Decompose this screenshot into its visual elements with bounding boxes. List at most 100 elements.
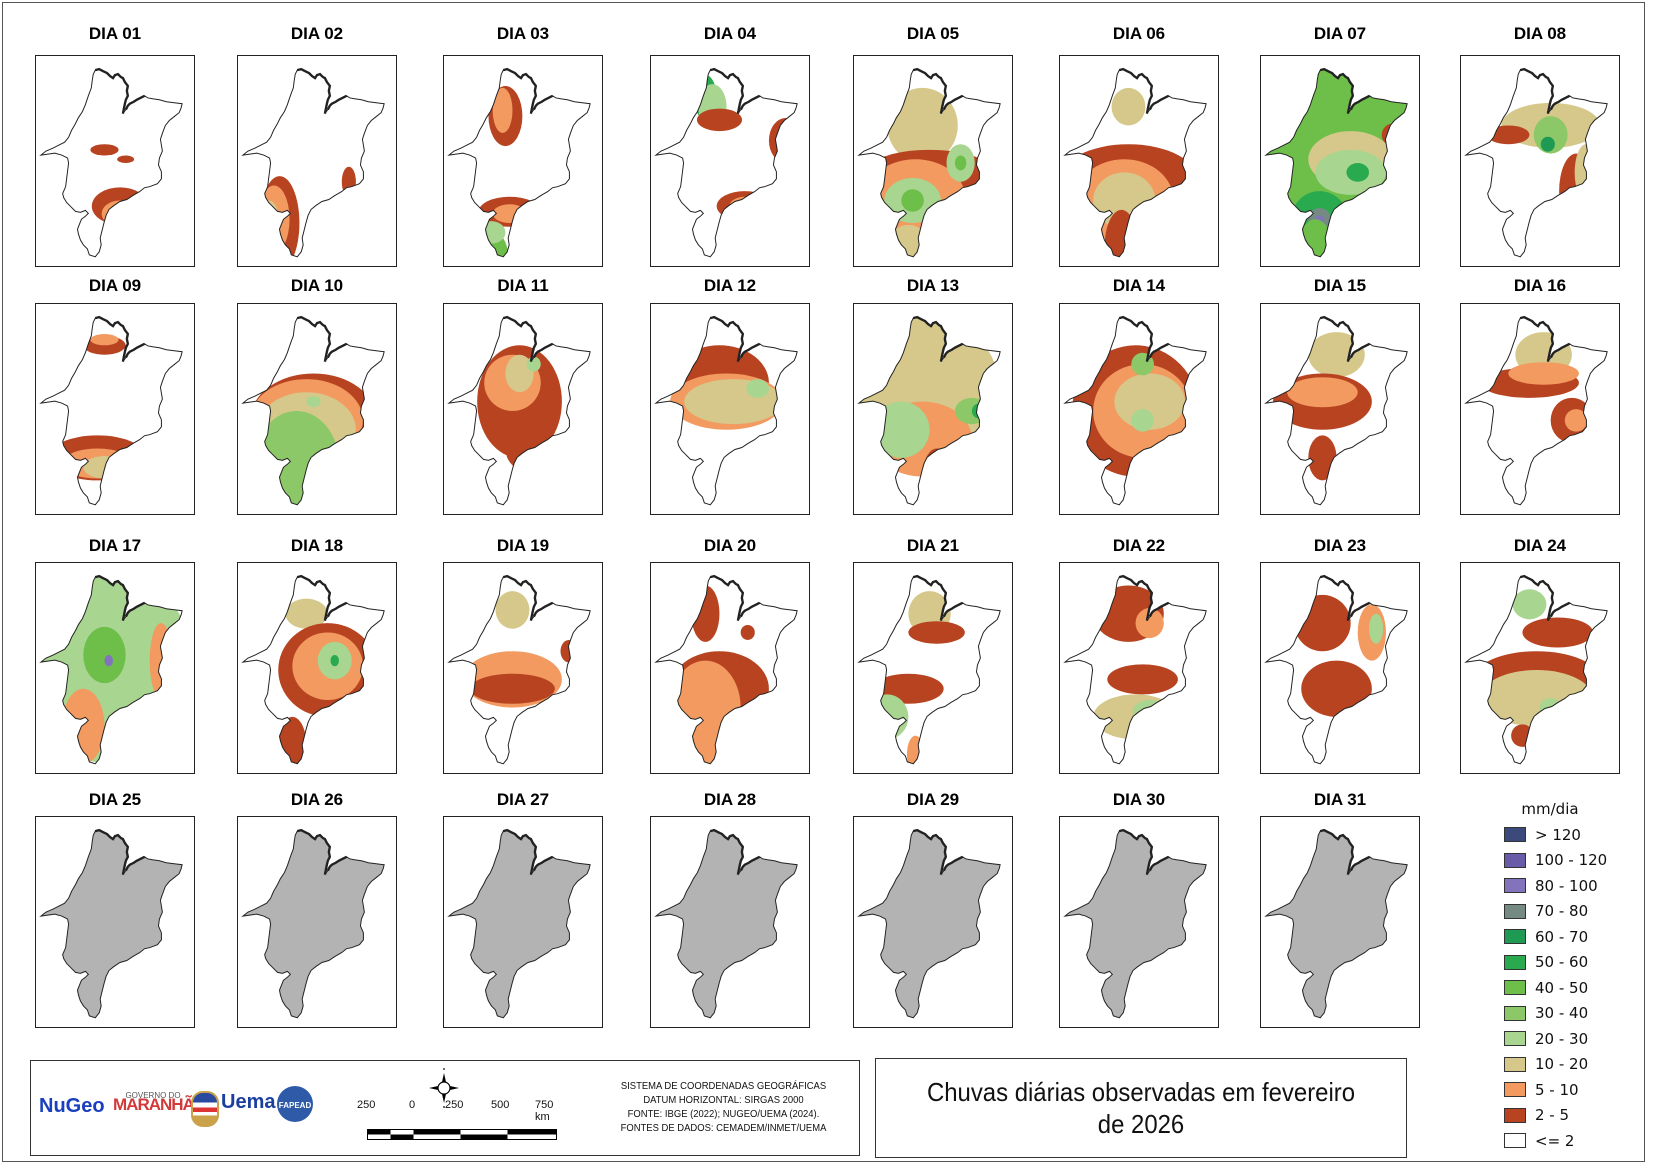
day-title: DIA 27 bbox=[496, 790, 550, 809]
legend-swatch bbox=[1504, 1133, 1526, 1149]
rainfall-zone bbox=[908, 621, 965, 644]
coastline bbox=[502, 67, 554, 114]
day-map-panel bbox=[237, 562, 397, 774]
legend-label: 5 - 10 bbox=[1535, 1080, 1579, 1099]
info-box: NuGeo GOVERNO DO MARANHÃO Uema FAPEAD 25… bbox=[30, 1060, 860, 1156]
coastline bbox=[1519, 574, 1571, 621]
rainfall-zone bbox=[477, 221, 506, 244]
day-map-panel bbox=[1260, 303, 1420, 515]
coastline bbox=[502, 828, 554, 875]
day-map-panel bbox=[853, 816, 1013, 1028]
legend-label: 50 - 60 bbox=[1535, 953, 1589, 972]
coastline bbox=[1118, 67, 1170, 114]
rainfall-zone bbox=[1522, 617, 1594, 648]
day-title: DIA 02 bbox=[290, 24, 344, 43]
rainfall-zone bbox=[1539, 698, 1562, 717]
coastline bbox=[1118, 574, 1170, 621]
rainfall-zone bbox=[117, 155, 135, 163]
scale-label: 250 bbox=[357, 1099, 376, 1111]
rainfall-map bbox=[654, 67, 798, 258]
rainfall-zone bbox=[505, 425, 548, 472]
rainfall-map bbox=[447, 574, 591, 765]
legend-label: 100 - 120 bbox=[1535, 851, 1608, 870]
scale-label: 500 bbox=[491, 1099, 510, 1111]
rainfall-map bbox=[857, 315, 1001, 506]
rainfall-map bbox=[1264, 67, 1408, 258]
day-title: DIA 18 bbox=[290, 536, 344, 555]
legend-item: 50 - 60 bbox=[1495, 950, 1635, 976]
day-title: DIA 28 bbox=[703, 790, 757, 809]
day-title: DIA 22 bbox=[1112, 536, 1166, 555]
coastline bbox=[912, 574, 964, 621]
rainfall-zone bbox=[254, 410, 339, 505]
rainfall-map bbox=[1464, 315, 1608, 506]
rainfall-zone bbox=[1381, 123, 1405, 147]
coastline bbox=[502, 315, 554, 362]
rainfall-map bbox=[857, 828, 1001, 1019]
day-map-panel bbox=[1059, 55, 1219, 267]
day-map-panel bbox=[1260, 816, 1420, 1028]
day-title: DIA 09 bbox=[88, 276, 142, 295]
state-area bbox=[242, 69, 385, 257]
state-area bbox=[448, 830, 591, 1018]
day-map-panel bbox=[853, 303, 1013, 515]
rainfall-zone bbox=[865, 694, 909, 740]
state-area bbox=[655, 830, 798, 1018]
rainfall-zone bbox=[1114, 373, 1185, 430]
rainfall-map bbox=[39, 315, 183, 506]
rainfall-zone bbox=[492, 204, 527, 224]
rainfall-zone bbox=[906, 735, 924, 764]
coastline bbox=[94, 315, 146, 362]
day-title: DIA 04 bbox=[703, 24, 757, 43]
state-area bbox=[1465, 69, 1608, 257]
rainfall-zone bbox=[1294, 594, 1351, 652]
rainfall-zone bbox=[1131, 409, 1154, 432]
coastline bbox=[709, 828, 761, 875]
rainfall-map bbox=[654, 574, 798, 765]
rainfall-zone bbox=[492, 87, 513, 133]
rainfall-zone bbox=[285, 598, 328, 629]
legend-label: 70 - 80 bbox=[1535, 902, 1589, 921]
logo-fapead: FAPEAD bbox=[277, 1086, 313, 1122]
rainfall-zone bbox=[873, 716, 888, 736]
day-title: DIA 15 bbox=[1313, 276, 1367, 295]
legend-swatch bbox=[1504, 1056, 1526, 1072]
day-title: DIA 01 bbox=[88, 24, 142, 43]
day-map-panel bbox=[650, 816, 810, 1028]
rainfall-zone bbox=[1287, 377, 1358, 408]
coastline bbox=[709, 315, 761, 362]
rainfall-zone bbox=[746, 379, 769, 398]
day-title: DIA 06 bbox=[1112, 24, 1166, 43]
day-map-panel bbox=[1260, 562, 1420, 774]
rainfall-zone bbox=[505, 354, 534, 393]
day-map-panel bbox=[1059, 303, 1219, 515]
day-title: DIA 12 bbox=[703, 276, 757, 295]
rainfall-zone bbox=[1346, 162, 1370, 182]
day-title: DIA 17 bbox=[88, 536, 142, 555]
crs-line: FONTE: IBGE (2022); NUGEO/UEMA (2024). bbox=[627, 1108, 820, 1120]
rainfall-map bbox=[1464, 67, 1608, 258]
coastline bbox=[912, 315, 964, 362]
rainfall-zone bbox=[1540, 136, 1555, 152]
rainfall-map bbox=[241, 828, 385, 1019]
legend-swatch bbox=[1504, 852, 1526, 868]
day-map-panel bbox=[650, 562, 810, 774]
rainfall-zone bbox=[526, 356, 541, 372]
coastline bbox=[296, 315, 348, 362]
day-map-panel bbox=[650, 303, 810, 515]
legend-title: mm/dia bbox=[1521, 800, 1579, 818]
rainfall-zone bbox=[887, 224, 930, 257]
legend-label: 80 - 100 bbox=[1535, 876, 1598, 895]
rainfall-map bbox=[1464, 574, 1608, 765]
state-area bbox=[858, 830, 1001, 1018]
legend-swatch bbox=[1504, 1082, 1526, 1098]
legend-item: 20 - 30 bbox=[1495, 1026, 1635, 1052]
day-map-panel bbox=[237, 55, 397, 267]
scale-bar-labels: 250 0 250 500 750 km bbox=[357, 1061, 557, 1151]
legend-swatch bbox=[1504, 929, 1526, 945]
day-map-panel bbox=[35, 816, 195, 1028]
legend-item: 30 - 40 bbox=[1495, 1001, 1635, 1027]
legend-item: 80 - 100 bbox=[1495, 873, 1635, 899]
rainfall-zone bbox=[1298, 219, 1333, 257]
coastline bbox=[296, 828, 348, 875]
